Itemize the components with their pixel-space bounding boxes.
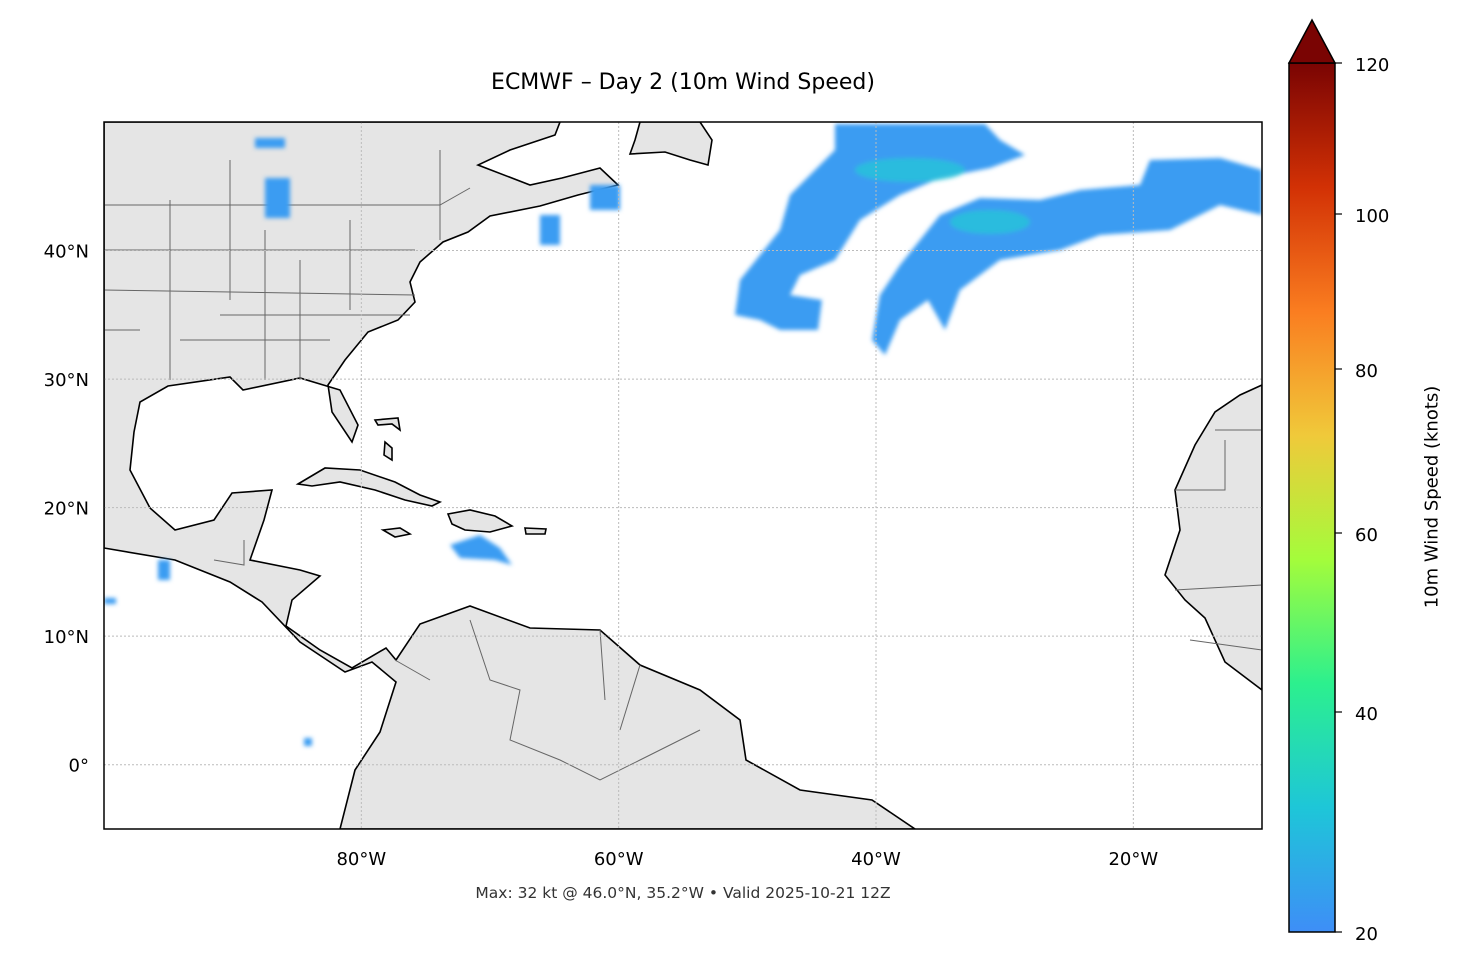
map-frame [103,121,1263,830]
colorbar-tick-label: 100 [1355,206,1389,227]
colorbar-label: 10m Wind Speed (knots) [1421,385,1443,609]
lon-tick-label: 20°W [1108,849,1158,870]
lat-tick-label: 10°N [44,627,89,648]
land-puerto-rico [524,527,547,535]
lon-tick-label: 60°W [594,849,644,870]
wind-area-central [872,158,1262,355]
lat-tick-label: 20°N [44,499,89,520]
colorbar-tick-label: 60 [1355,525,1378,546]
land-bahamas [373,417,402,462]
lat-tick-label: 0° [69,756,89,777]
map-caption: Max: 32 kt @ 46.0°N, 35.2°W • Valid 2025… [475,884,891,902]
axis-ticks: 80°W 60°W 40°W 20°W 40°N 30°N 20°N 10°N 0° [44,242,1159,870]
land-cuba [295,467,443,507]
land-layer [104,122,1262,829]
gridlines [104,122,1262,829]
lat-tick-label: 40°N [44,242,89,263]
map-title: ECMWF – Day 2 (10m Wind Speed) [491,70,875,95]
colorbar-tick-label: 20 [1355,924,1378,945]
land-americas [104,122,917,829]
land-newfoundland [628,122,713,167]
colorbar: 20 40 60 80 100 120 [1287,18,1389,945]
land-hispaniola [446,509,515,533]
colorbar-tick-label: 80 [1355,361,1378,382]
lon-tick-label: 80°W [336,849,386,870]
wind-speed-field [104,124,1262,746]
colorbar-tick-label: 40 [1355,704,1378,725]
colorbar-gradient [1288,62,1336,933]
lon-tick-label: 40°W [851,849,901,870]
borders [104,150,1262,781]
colorbar-tick-label: 120 [1355,55,1389,76]
land-africa [1164,384,1262,692]
colorbar-extend-arrow [1287,18,1337,64]
wind-area-caribbean [450,535,512,565]
lat-tick-label: 30°N [44,370,89,391]
land-jamaica [380,527,413,538]
